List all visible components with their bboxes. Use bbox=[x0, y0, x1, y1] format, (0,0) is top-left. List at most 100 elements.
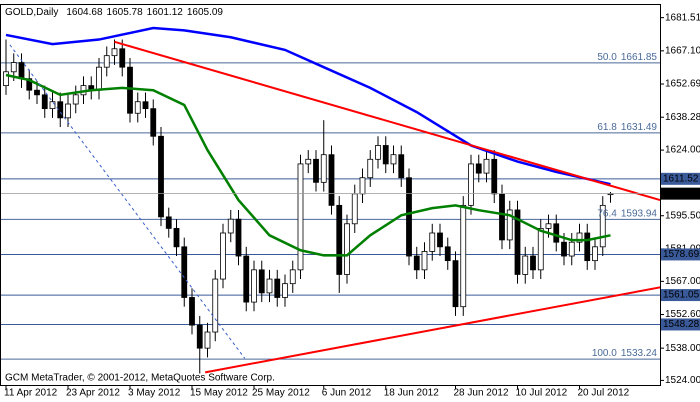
candle-body bbox=[189, 297, 195, 326]
candle-body bbox=[592, 246, 598, 262]
candle-body bbox=[165, 216, 172, 229]
level-box bbox=[661, 248, 700, 261]
trendline bbox=[204, 286, 660, 374]
x-tick-label: 11 Apr 2012 bbox=[4, 388, 58, 399]
fib-percent: 100.0 bbox=[592, 348, 617, 359]
candle-body bbox=[251, 269, 257, 303]
x-tick-label: 20 Jul 2012 bbox=[578, 388, 630, 399]
x-tick-label: 15 May 2012 bbox=[190, 388, 248, 399]
fib-price: 1631.49 bbox=[621, 121, 658, 132]
y-tick-label: 1595.50 bbox=[665, 210, 700, 221]
candle-body bbox=[576, 232, 583, 243]
candle-body bbox=[49, 101, 56, 110]
level-box bbox=[661, 318, 700, 331]
candle-body bbox=[96, 66, 102, 91]
candle-body bbox=[282, 283, 288, 298]
candle-body bbox=[34, 89, 40, 96]
candle-body bbox=[584, 232, 591, 262]
trendline bbox=[114, 40, 660, 202]
candle-body bbox=[452, 260, 459, 308]
fib-label: 76.4 1593.94 bbox=[597, 208, 657, 219]
trendline bbox=[9, 44, 246, 359]
moving-average bbox=[5, 26, 611, 186]
fib-price: 1533.24 bbox=[621, 348, 658, 359]
symbol: GOLD,Daily bbox=[5, 7, 58, 18]
candle-body bbox=[545, 223, 552, 229]
y-tick-label: 1652.69 bbox=[665, 79, 700, 90]
candle-body bbox=[359, 177, 366, 195]
y-tick-label: 1638.28 bbox=[665, 112, 700, 123]
level-box bbox=[661, 172, 700, 185]
candle-body bbox=[421, 251, 428, 271]
price-box bbox=[661, 187, 700, 200]
candle-body bbox=[26, 78, 33, 91]
candle-body bbox=[328, 154, 335, 206]
candle-body bbox=[243, 255, 250, 303]
candle-body bbox=[561, 241, 567, 257]
candle-body bbox=[10, 62, 17, 73]
candle-body bbox=[367, 158, 374, 179]
candle-body bbox=[460, 204, 467, 308]
candle-body bbox=[483, 158, 490, 174]
candle-body bbox=[320, 154, 327, 183]
candle-body bbox=[150, 108, 157, 137]
low-value: 1601.12 bbox=[147, 7, 184, 18]
candle-body bbox=[57, 101, 64, 119]
candle-body bbox=[429, 232, 436, 252]
fib-percent: 76.4 bbox=[597, 208, 617, 219]
candle-body bbox=[181, 246, 188, 298]
moving-average bbox=[5, 73, 611, 257]
y-tick-label: 1681.51 bbox=[665, 12, 700, 23]
candle-body bbox=[491, 158, 498, 195]
candle-body bbox=[468, 163, 474, 206]
candle-body bbox=[227, 218, 234, 234]
candle-body bbox=[522, 255, 529, 275]
candle-body bbox=[351, 193, 358, 225]
plot-area bbox=[1, 26, 660, 374]
candle-body bbox=[18, 62, 25, 80]
fib-label: 61.8 1631.49 bbox=[597, 121, 657, 132]
fib-label: 50.0 1661.85 bbox=[597, 52, 657, 63]
x-tick-label: 3 May 2012 bbox=[128, 388, 181, 399]
candle-body bbox=[514, 209, 521, 275]
candle-body bbox=[173, 227, 180, 248]
fib-price: 1661.85 bbox=[621, 52, 658, 63]
candle-body bbox=[398, 154, 405, 179]
candle-body bbox=[266, 278, 273, 294]
x-tick-label: 6 Jun 2012 bbox=[322, 388, 372, 399]
candle-body bbox=[111, 48, 118, 57]
y-tick-label: 1624.00 bbox=[665, 145, 700, 156]
candle-body bbox=[537, 227, 544, 271]
x-tick-label: 28 Jun 2012 bbox=[454, 388, 509, 399]
candle-body bbox=[599, 204, 606, 248]
candle-body bbox=[437, 232, 443, 248]
candle-body bbox=[65, 103, 71, 119]
candle-body bbox=[3, 71, 9, 87]
y-tick-label: 1667.10 bbox=[665, 45, 700, 56]
candle-body bbox=[103, 55, 110, 68]
fib-label: 100.0 1533.24 bbox=[592, 348, 658, 359]
candle-body bbox=[220, 232, 226, 280]
level-label: 1548.28 bbox=[663, 319, 700, 330]
level-box bbox=[661, 289, 700, 302]
y-tick-label: 1524.00 bbox=[665, 375, 700, 386]
candle-body bbox=[212, 278, 219, 333]
candle-body bbox=[142, 101, 149, 110]
x-tick-label: 25 May 2012 bbox=[252, 388, 310, 399]
candle-body bbox=[305, 158, 312, 165]
high-value: 1605.78 bbox=[107, 7, 144, 18]
footer: GCM MetaTrader, © 2001-2012, MetaQuotes … bbox=[5, 373, 275, 384]
candle-body bbox=[475, 163, 482, 174]
fib-price: 1593.94 bbox=[621, 208, 658, 219]
level-label: 1578.69 bbox=[663, 249, 700, 260]
x-tick-label: 18 Jun 2012 bbox=[384, 388, 439, 399]
candle-body bbox=[382, 145, 389, 165]
candle-body bbox=[258, 269, 265, 294]
y-tick-label: 1538.00 bbox=[665, 343, 700, 354]
candle-body bbox=[499, 193, 505, 241]
candle-body bbox=[204, 331, 211, 349]
price-label: 1605.09 bbox=[663, 188, 700, 199]
candle-body bbox=[336, 204, 343, 275]
candle-body bbox=[274, 278, 281, 298]
candle-body bbox=[235, 218, 242, 257]
